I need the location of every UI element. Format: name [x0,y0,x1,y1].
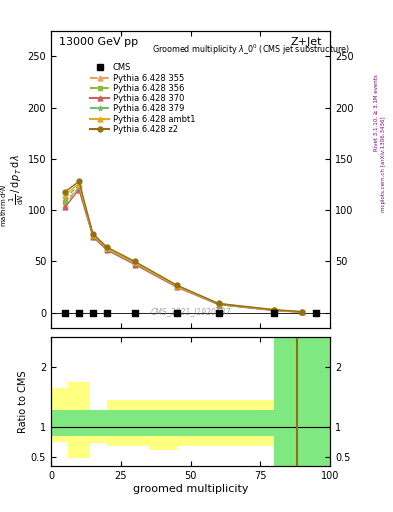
Text: Groomed multiplicity $\lambda\_0^0$ (CMS jet substructure): Groomed multiplicity $\lambda\_0^0$ (CMS… [152,42,350,57]
Text: CMS_2021_I1920187: CMS_2021_I1920187 [151,307,231,316]
Point [174,309,180,317]
Pythia 6.428 356 [77,184,81,190]
Pythia 6.428 z2 [132,259,137,265]
Pythia 6.428 379 [272,307,277,313]
Pythia 6.428 355 [105,246,109,252]
Pythia 6.428 370 [132,262,137,268]
Pythia 6.428 370 [77,186,81,193]
Pythia 6.428 355 [77,184,81,190]
Pythia 6.428 ambt1 [63,191,68,198]
Pythia 6.428 370 [216,302,221,308]
Pythia 6.428 ambt1 [77,180,81,186]
Y-axis label: Ratio to CMS: Ratio to CMS [18,370,28,433]
X-axis label: groomed multiplicity: groomed multiplicity [133,483,248,494]
Pythia 6.428 z2 [63,188,68,195]
Point [104,309,110,317]
Pythia 6.428 370 [174,284,179,290]
Pythia 6.428 379 [77,182,81,188]
Pythia 6.428 z2 [216,301,221,307]
Pythia 6.428 z2 [174,282,179,288]
Pythia 6.428 ambt1 [132,260,137,266]
Pythia 6.428 379 [105,246,109,252]
Pythia 6.428 356 [63,199,68,205]
Text: Z+Jet: Z+Jet [290,37,322,47]
Pythia 6.428 370 [63,204,68,210]
Text: $\mathrm{mathrm\,d}^2N$: $\mathrm{mathrm\,d}^2N$ [0,183,9,227]
Pythia 6.428 356 [300,309,305,315]
Pythia 6.428 370 [105,247,109,253]
Point [132,309,138,317]
Pythia 6.428 379 [63,195,68,201]
Pythia 6.428 z2 [272,307,277,313]
Pythia 6.428 379 [132,261,137,267]
Pythia 6.428 379 [300,309,305,315]
Pythia 6.428 z2 [105,244,109,250]
Pythia 6.428 355 [132,261,137,267]
Pythia 6.428 355 [63,202,68,208]
Point [62,309,68,317]
Point [215,309,222,317]
Text: Rivet 3.1.10, ≥ 3.1M events: Rivet 3.1.10, ≥ 3.1M events [374,74,379,151]
Pythia 6.428 355 [174,283,179,289]
Pythia 6.428 379 [91,232,95,238]
Line: Pythia 6.428 ambt1: Pythia 6.428 ambt1 [62,181,305,314]
Pythia 6.428 356 [91,233,95,239]
Pythia 6.428 ambt1 [174,283,179,289]
Pythia 6.428 356 [216,302,221,308]
Pythia 6.428 z2 [300,309,305,315]
Pythia 6.428 356 [174,283,179,289]
Text: mcplots.cern.ch [arXiv:1306.3436]: mcplots.cern.ch [arXiv:1306.3436] [381,116,386,211]
Pythia 6.428 379 [174,283,179,289]
Point [313,309,319,317]
Pythia 6.428 355 [300,309,305,315]
Pythia 6.428 370 [272,308,277,314]
Pythia 6.428 ambt1 [272,307,277,313]
Line: Pythia 6.428 379: Pythia 6.428 379 [62,183,305,315]
Pythia 6.428 370 [91,234,95,240]
Legend: CMS, Pythia 6.428 355, Pythia 6.428 356, Pythia 6.428 370, Pythia 6.428 379, Pyt: CMS, Pythia 6.428 355, Pythia 6.428 356,… [89,61,197,136]
Y-axis label: $\frac{1}{\mathrm{d}N}\,/\,\mathrm{d}\,p_T\,\mathrm{d}\,\lambda$: $\frac{1}{\mathrm{d}N}\,/\,\mathrm{d}\,p… [8,154,26,205]
Point [271,309,277,317]
Pythia 6.428 ambt1 [105,245,109,251]
Pythia 6.428 356 [272,307,277,313]
Point [76,309,82,317]
Pythia 6.428 ambt1 [91,232,95,238]
Pythia 6.428 355 [216,302,221,308]
Line: Pythia 6.428 370: Pythia 6.428 370 [62,187,305,315]
Text: 13000 GeV pp: 13000 GeV pp [59,37,139,47]
Pythia 6.428 355 [272,307,277,313]
Pythia 6.428 356 [105,246,109,252]
Line: Pythia 6.428 z2: Pythia 6.428 z2 [62,179,305,314]
Line: Pythia 6.428 356: Pythia 6.428 356 [62,185,305,315]
Pythia 6.428 379 [216,302,221,308]
Line: Pythia 6.428 355: Pythia 6.428 355 [62,185,305,315]
Point [90,309,96,317]
Pythia 6.428 z2 [77,178,81,184]
Pythia 6.428 355 [91,233,95,239]
Pythia 6.428 ambt1 [216,301,221,307]
Pythia 6.428 ambt1 [300,309,305,315]
Pythia 6.428 z2 [91,231,95,237]
Pythia 6.428 356 [132,261,137,267]
Pythia 6.428 370 [300,309,305,315]
